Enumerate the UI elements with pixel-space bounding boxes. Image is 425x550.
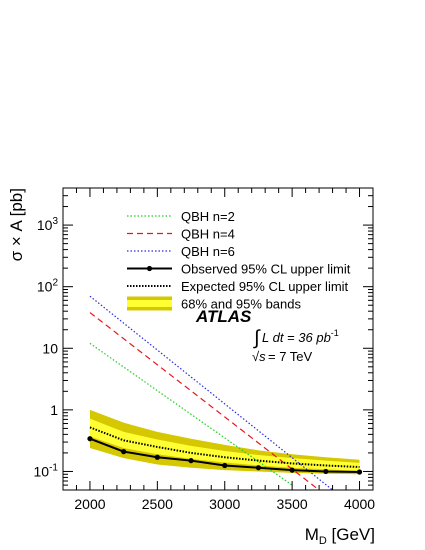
x-tick-label: 2500 — [142, 496, 173, 512]
series-line-3 — [89, 295, 333, 490]
legend-label-bands: 68% and 95% bands — [181, 297, 301, 312]
legend-band-inner — [127, 300, 172, 307]
x-tick-label: 3500 — [277, 496, 308, 512]
luminosity-label: ∫ L dt = 36 pb-1 — [253, 327, 339, 349]
series-line-2 — [89, 312, 320, 490]
x-tick-label: 2000 — [74, 496, 105, 512]
x-axis-label-sub: D — [319, 535, 327, 547]
y-tick-base: 10 — [34, 463, 50, 479]
y-tick-exponent: -1 — [49, 462, 58, 473]
y-tick-base: 10 — [37, 279, 53, 295]
x-axis-label-unit: [GeV] — [327, 525, 375, 544]
energy-value: = 7 TeV — [268, 349, 313, 364]
series-line-1 — [89, 342, 293, 486]
luminosity-exponent: -1 — [331, 328, 339, 338]
atlas-label: ATLAS — [195, 307, 252, 326]
y-tick-label: 102 — [37, 278, 59, 295]
y-tick-label: 103 — [37, 216, 59, 233]
legend-label-5: Expected 95% CL upper limit — [181, 279, 349, 294]
plot-frame — [62, 187, 374, 491]
y-tick-base: 10 — [42, 340, 58, 356]
series-lines — [87, 295, 363, 490]
legend-marker — [146, 265, 153, 272]
integral-sign: ∫ — [253, 327, 261, 349]
x-tick-label: 4000 — [344, 496, 375, 512]
y-tick-base: 1 — [50, 402, 58, 418]
y-tick-label: 10 — [42, 340, 58, 356]
y-tick-exponent: 2 — [52, 278, 58, 289]
legend: QBH n=2 QBH n=4 QBH n=6 Observed 95% CL upp… — [127, 209, 351, 312]
luminosity-value: L dt = 36 pb — [262, 330, 331, 345]
sqrt-s: √s — [252, 349, 266, 364]
observed-point — [323, 468, 329, 475]
y-tick-base: 10 — [37, 217, 53, 233]
energy-label: √s = 7 TeV — [252, 349, 313, 364]
observed-point — [121, 449, 127, 455]
luminosity-text: L dt = 36 pb-1 — [262, 328, 339, 345]
observed-point — [356, 469, 363, 475]
legend-label-4: Observed 95% CL upper limit — [181, 262, 351, 277]
series-line-5 — [89, 426, 360, 469]
observed-point — [289, 467, 295, 473]
y-axis-label: σ × A [pb] — [7, 188, 26, 261]
observed-point — [154, 454, 160, 460]
axis-ticks — [62, 187, 374, 491]
observed-point — [255, 465, 262, 471]
legend-label-2: QBH n=4 — [181, 227, 235, 242]
observed-point — [87, 436, 93, 442]
x-axis-label: MD [GeV] — [305, 525, 375, 547]
observed-point — [222, 462, 228, 469]
y-tick-label: 1 — [50, 402, 58, 418]
y-tick-label: 10-1 — [34, 462, 59, 479]
y-tick-exponent: 3 — [52, 216, 58, 227]
x-axis-label-main: M — [305, 525, 319, 544]
legend-label-3: QBH n=6 — [181, 244, 235, 259]
x-tick-label: 3000 — [209, 496, 240, 512]
legend-label-1: QBH n=2 — [181, 209, 235, 224]
observed-point — [188, 458, 194, 464]
